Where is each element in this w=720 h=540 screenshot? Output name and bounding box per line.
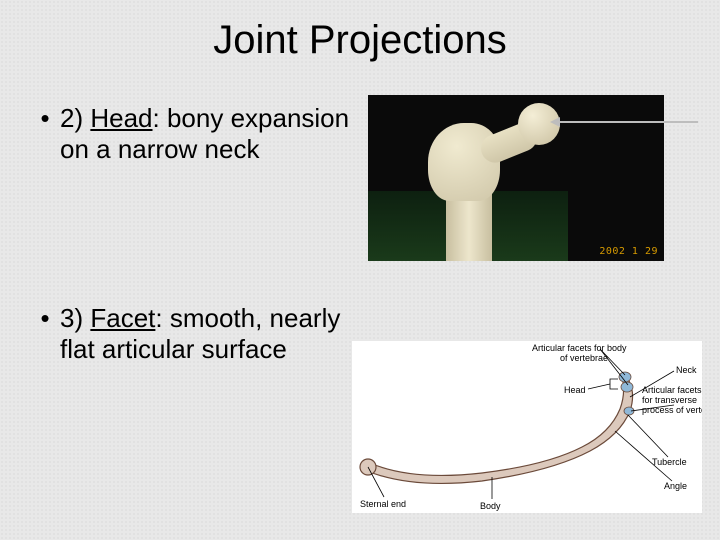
bullet-marker: •	[30, 103, 60, 165]
label-articular-body-2: of vertebrae	[560, 353, 608, 363]
label-articular-trans-2: for transverse	[642, 395, 697, 405]
bullet-marker: •	[30, 303, 60, 365]
rib-body-shape	[367, 377, 633, 483]
label-body: Body	[480, 501, 501, 511]
label-neck: Neck	[676, 365, 697, 375]
figure-rib: Sternal end Body Head Articular facets f…	[352, 341, 702, 513]
label-angle: Angle	[664, 481, 687, 491]
bullet-number: 3)	[60, 303, 83, 333]
pointer-arrow	[558, 121, 698, 123]
photo-date-stamp: 2002 1 29	[599, 246, 658, 257]
bullet-text: 3) Facet: smooth, nearly flat articular …	[60, 303, 360, 365]
figure-femur: 2002 1 29	[368, 95, 664, 261]
label-articular-trans-3: process of vertebrae	[642, 405, 702, 415]
bullet-facet: • 3) Facet: smooth, nearly flat articula…	[30, 303, 360, 365]
bullet-term: Facet	[90, 303, 155, 333]
label-sternal-end: Sternal end	[360, 499, 406, 509]
content-area: • 2) Head: bony expansion on a narrow ne…	[0, 73, 720, 533]
label-articular-trans-1: Articular facets	[642, 385, 702, 395]
label-head: Head	[564, 385, 586, 395]
rib-svg: Sternal end Body Head Articular facets f…	[352, 341, 702, 513]
bullet-term: Head	[90, 103, 152, 133]
bullet-head: • 2) Head: bony expansion on a narrow ne…	[30, 103, 360, 165]
bullet-text: 2) Head: bony expansion on a narrow neck	[60, 103, 360, 165]
label-articular-body-1: Articular facets for body	[532, 343, 627, 353]
label-tubercle: Tubercle	[652, 457, 687, 467]
page-title: Joint Projections	[0, 0, 720, 73]
bullet-number: 2)	[60, 103, 83, 133]
